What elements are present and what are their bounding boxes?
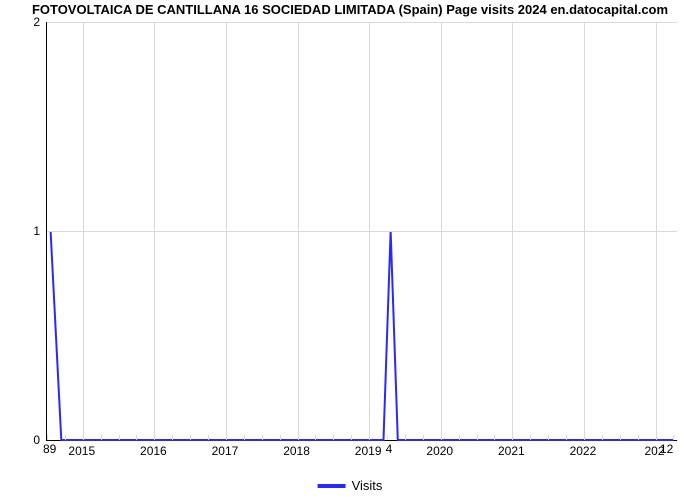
grid-v: [656, 22, 657, 440]
legend-label: Visits: [352, 478, 383, 493]
minor-tick: [351, 435, 352, 440]
visits-line: [51, 231, 674, 440]
legend: Visits: [318, 478, 383, 493]
legend-swatch: [318, 484, 346, 488]
grid-v: [154, 22, 155, 440]
plot-area: [46, 22, 677, 441]
minor-tick: [405, 435, 406, 440]
minor-tick: [548, 435, 549, 440]
grid-v: [83, 22, 84, 440]
minor-tick: [244, 435, 245, 440]
grid-v: [441, 22, 442, 440]
minor-tick: [566, 435, 567, 440]
xtick-label: 2020: [426, 444, 453, 458]
minor-tick: [190, 435, 191, 440]
minor-tick: [119, 435, 120, 440]
chart-container: FOTOVOLTAICA DE CANTILLANA 16 SOCIEDAD L…: [0, 0, 700, 500]
xtick-label: 2022: [570, 444, 597, 458]
minor-tick: [208, 435, 209, 440]
minor-tick: [65, 435, 66, 440]
minor-tick: [101, 435, 102, 440]
ytick-label: 2: [10, 15, 40, 29]
chart-title: FOTOVOLTAICA DE CANTILLANA 16 SOCIEDAD L…: [0, 0, 700, 20]
minor-tick: [530, 435, 531, 440]
xtick-label: 2016: [140, 444, 167, 458]
xtick-label: 2017: [212, 444, 239, 458]
minor-tick: [494, 435, 495, 440]
minor-tick: [136, 435, 137, 440]
minor-tick: [459, 435, 460, 440]
xtick-label: 2021: [498, 444, 525, 458]
minor-tick: [423, 435, 424, 440]
label-corner-br: 12: [660, 442, 673, 456]
grid-v: [584, 22, 585, 440]
minor-tick: [262, 435, 263, 440]
label-corner-bl: 89: [43, 442, 56, 456]
ytick-label: 0: [10, 433, 40, 447]
grid-v: [298, 22, 299, 440]
minor-tick: [280, 435, 281, 440]
label-mid-4: 4: [386, 442, 393, 456]
minor-tick: [620, 435, 621, 440]
minor-tick: [387, 435, 388, 440]
minor-tick: [673, 435, 674, 440]
minor-tick: [333, 435, 334, 440]
xtick-label: 2018: [283, 444, 310, 458]
minor-tick: [638, 435, 639, 440]
grid-h: [47, 231, 677, 232]
minor-tick: [315, 435, 316, 440]
ytick-label: 1: [10, 224, 40, 238]
minor-tick: [172, 435, 173, 440]
xtick-label: 2019: [355, 444, 382, 458]
grid-v: [512, 22, 513, 440]
minor-tick: [47, 435, 48, 440]
grid-v: [226, 22, 227, 440]
grid-h: [47, 22, 677, 23]
minor-tick: [477, 435, 478, 440]
grid-v: [369, 22, 370, 440]
minor-tick: [602, 435, 603, 440]
xtick-label: 2015: [68, 444, 95, 458]
